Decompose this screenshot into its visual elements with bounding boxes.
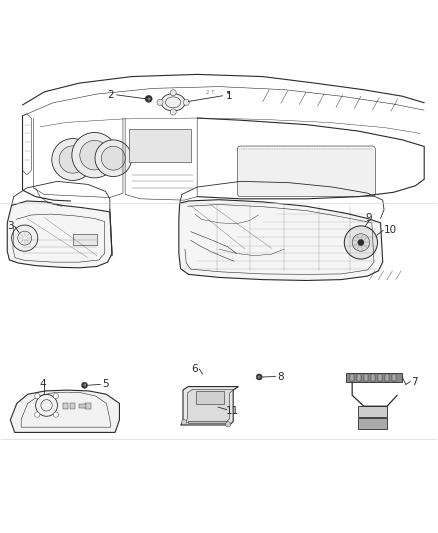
Circle shape — [53, 393, 58, 399]
Bar — [371, 374, 375, 381]
Polygon shape — [188, 421, 226, 423]
Bar — [385, 374, 389, 381]
Polygon shape — [179, 200, 383, 280]
Text: 1: 1 — [226, 91, 232, 101]
Circle shape — [52, 139, 94, 181]
Text: 9: 9 — [365, 214, 372, 223]
Bar — [79, 404, 86, 408]
Text: 3: 3 — [7, 221, 14, 231]
Polygon shape — [181, 386, 238, 425]
Circle shape — [226, 422, 231, 427]
Bar — [70, 403, 75, 409]
Circle shape — [72, 133, 117, 178]
Polygon shape — [358, 418, 387, 429]
Bar — [196, 391, 224, 404]
Circle shape — [95, 140, 132, 176]
Circle shape — [35, 412, 40, 417]
Text: 8: 8 — [278, 372, 284, 382]
Text: 10: 10 — [384, 225, 397, 235]
Circle shape — [170, 109, 176, 115]
Circle shape — [170, 90, 176, 96]
Bar — [73, 234, 97, 245]
Circle shape — [344, 226, 378, 259]
Circle shape — [181, 419, 187, 425]
Circle shape — [53, 412, 58, 417]
Text: 2 T: 2 T — [206, 90, 215, 95]
Bar — [357, 374, 361, 381]
Circle shape — [102, 146, 125, 170]
Bar — [85, 403, 91, 409]
Circle shape — [145, 95, 152, 102]
Circle shape — [59, 146, 86, 173]
Circle shape — [183, 99, 189, 106]
Polygon shape — [358, 406, 387, 417]
Text: 2: 2 — [107, 90, 114, 100]
Circle shape — [256, 374, 262, 380]
Polygon shape — [185, 390, 234, 422]
Text: 11: 11 — [226, 406, 239, 416]
Text: 5: 5 — [102, 379, 109, 390]
Circle shape — [80, 140, 110, 170]
Bar — [350, 374, 354, 381]
Bar — [63, 403, 68, 409]
Bar — [346, 373, 403, 382]
Circle shape — [12, 225, 38, 251]
Bar — [378, 374, 382, 381]
Text: 6: 6 — [191, 364, 198, 374]
Bar — [130, 129, 191, 161]
Circle shape — [81, 382, 88, 389]
Circle shape — [35, 393, 40, 399]
Ellipse shape — [161, 94, 185, 111]
Circle shape — [358, 239, 364, 246]
FancyBboxPatch shape — [237, 146, 375, 197]
Polygon shape — [7, 201, 112, 268]
Circle shape — [352, 234, 370, 251]
Bar — [364, 374, 368, 381]
Bar — [392, 374, 396, 381]
Text: 4: 4 — [39, 378, 46, 389]
Circle shape — [157, 99, 163, 106]
Polygon shape — [11, 390, 120, 432]
Text: 7: 7 — [411, 377, 418, 387]
